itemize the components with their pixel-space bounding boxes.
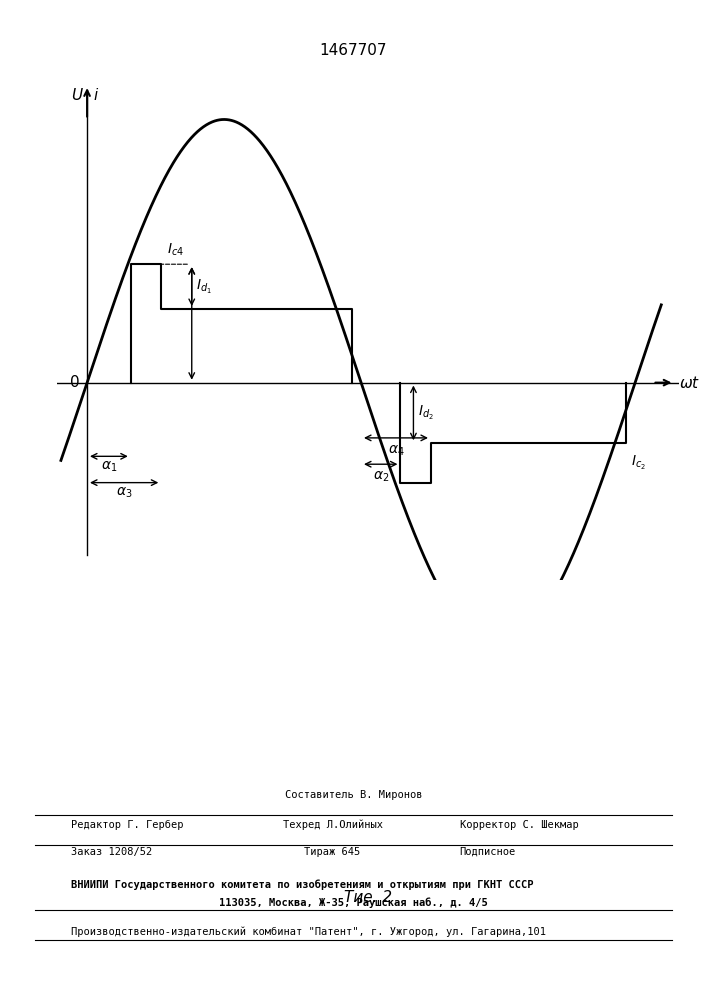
Text: i: i (93, 88, 98, 103)
Text: $I_{c4}$: $I_{c4}$ (168, 242, 185, 258)
Text: $\alpha_4$: $\alpha_4$ (387, 444, 404, 458)
Text: $I_{d_2}$: $I_{d_2}$ (418, 404, 433, 422)
Text: Заказ 1208/52: Заказ 1208/52 (71, 847, 152, 857)
Text: $\alpha_3$: $\alpha_3$ (116, 486, 132, 500)
Text: Производственно-издательский комбинат "Патент", г. Ужгород, ул. Гагарина,101: Производственно-издательский комбинат "П… (71, 927, 546, 937)
Text: $\alpha_1$: $\alpha_1$ (100, 459, 117, 474)
Text: $\alpha_2$: $\alpha_2$ (373, 470, 389, 484)
Text: 0: 0 (71, 375, 80, 390)
Text: 113035, Москва, Ж-35, Раушская наб., д. 4/5: 113035, Москва, Ж-35, Раушская наб., д. … (219, 898, 488, 908)
Text: $I_{d_1}$: $I_{d_1}$ (196, 278, 212, 296)
Text: Техред Л.Олийных: Техред Л.Олийных (283, 820, 382, 830)
Text: Составитель В. Миронов: Составитель В. Миронов (285, 790, 422, 800)
Text: Редактор Г. Гербер: Редактор Г. Гербер (71, 820, 183, 830)
Text: Подписное: Подписное (460, 847, 516, 857)
Text: U: U (71, 88, 83, 103)
Text: ВНИИПИ Государственного комитета по изобретениям и открытиям при ГКНТ СССР: ВНИИПИ Государственного комитета по изоб… (71, 880, 533, 890)
Text: Τие. 2: Τие. 2 (344, 890, 392, 905)
Text: $I_{c_2}$: $I_{c_2}$ (631, 454, 645, 472)
Text: $\omega t$: $\omega t$ (679, 375, 700, 391)
Text: Корректор С. Шекмар: Корректор С. Шекмар (460, 820, 578, 830)
Text: 1467707: 1467707 (320, 43, 387, 58)
Text: Тираж 645: Тираж 645 (304, 847, 361, 857)
